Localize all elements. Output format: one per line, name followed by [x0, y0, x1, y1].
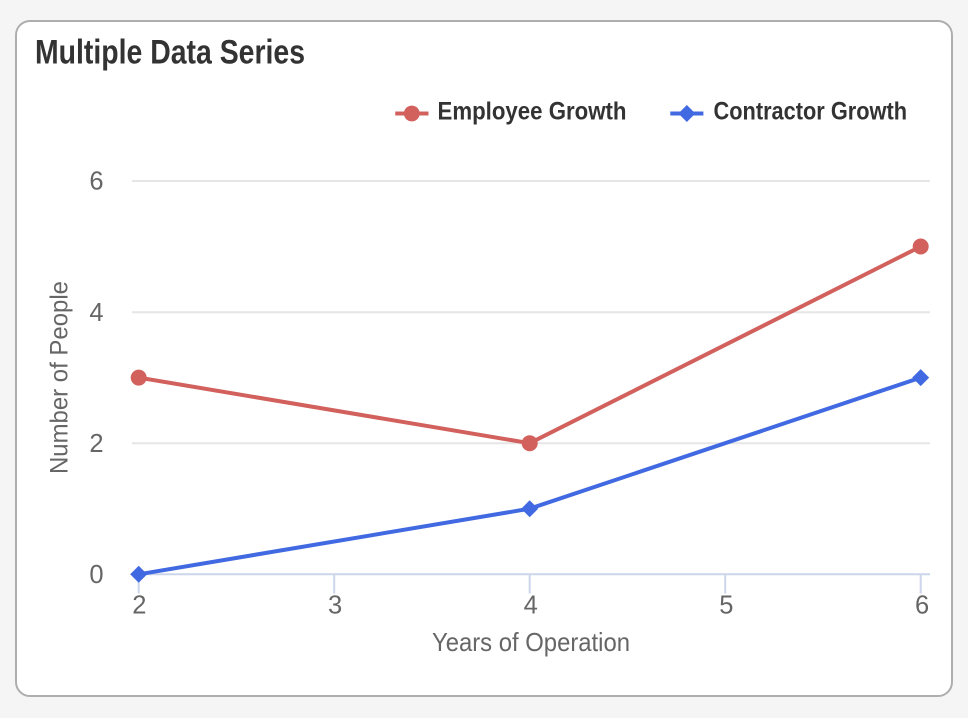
svg-text:2: 2 [89, 430, 103, 458]
svg-text:5: 5 [719, 592, 733, 620]
svg-text:3: 3 [328, 592, 342, 620]
svg-text:0: 0 [89, 561, 103, 589]
svg-text:Number of People: Number of People [46, 281, 74, 474]
svg-text:6: 6 [89, 168, 103, 196]
svg-text:6: 6 [915, 592, 929, 620]
svg-text:Multiple Data Series: Multiple Data Series [35, 33, 305, 71]
svg-text:Years of Operation: Years of Operation [432, 627, 630, 657]
svg-text:4: 4 [89, 299, 103, 327]
svg-text:2: 2 [132, 592, 146, 620]
svg-text:Contractor Growth: Contractor Growth [714, 97, 908, 125]
svg-text:4: 4 [524, 592, 538, 620]
svg-text:Employee Growth: Employee Growth [438, 97, 627, 125]
